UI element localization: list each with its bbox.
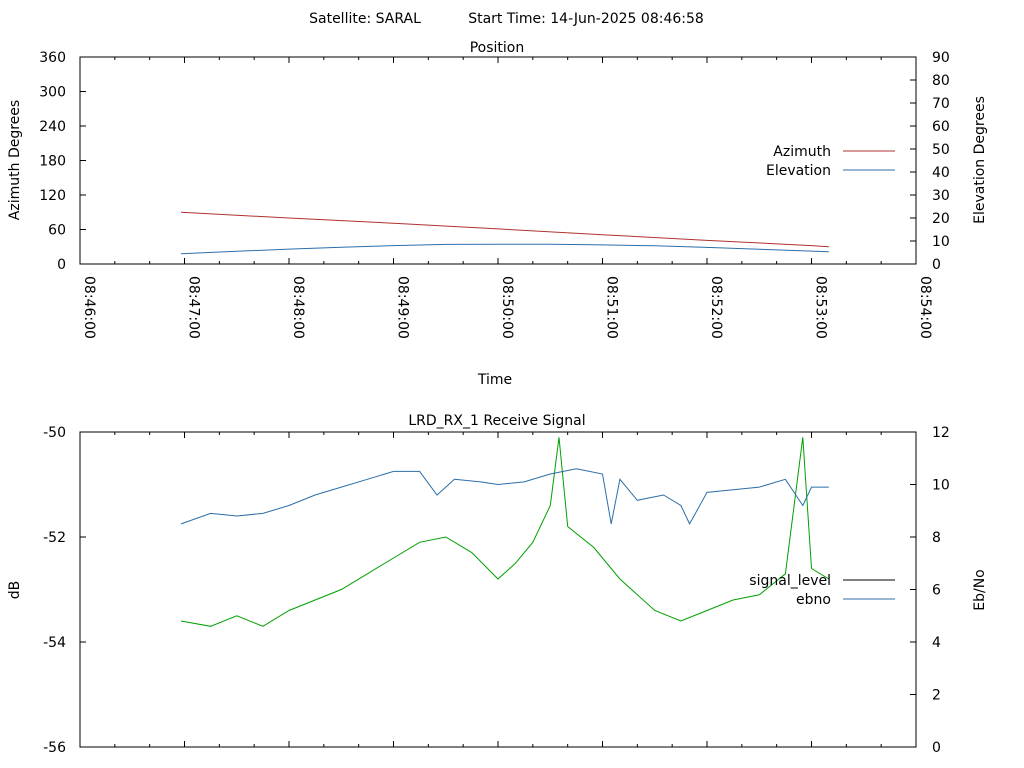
series-layer [180, 211, 829, 255]
y2-tick-label: 0 [932, 740, 941, 756]
y2-tick-label: 2 [932, 688, 941, 704]
receive-signal-chart: LRD_RX_1 Receive Signal -56 -54 -52 -50 0 2 4 6… [7, 413, 988, 756]
series-layer [180, 437, 830, 627]
y2-axis-label: Elevation Degrees [972, 96, 988, 224]
y-tick-label: 120 [39, 188, 66, 204]
y2-tick-label: 60 [932, 119, 950, 135]
series-line-azimuth [180, 211, 829, 248]
y-tick-label: 240 [39, 119, 66, 135]
satellite-label: Satellite: SARAL [309, 11, 421, 27]
series-line-ebno [180, 468, 829, 525]
legend: Azimuth Elevation [766, 144, 895, 179]
y2-tick-label: 0 [932, 257, 941, 273]
y2-tick-label: 50 [932, 142, 950, 158]
x-axis-label: Time [477, 372, 512, 388]
x-tick-label: 08:47:00 [186, 276, 202, 339]
x-tick-label: 08:51:00 [604, 276, 620, 339]
legend-label: Elevation [766, 163, 831, 179]
y2-tick-label: 6 [932, 583, 941, 599]
y-tick-label: 60 [48, 223, 66, 239]
y-tick-label: 0 [57, 257, 66, 273]
y2-tick-label: 12 [932, 425, 950, 441]
y2-tick-label: 70 [932, 96, 950, 112]
x-tick-label: 08:52:00 [708, 276, 724, 339]
series-line-signal-level [180, 437, 830, 627]
y-tick-label: -54 [43, 635, 66, 651]
plot-frame [79, 56, 917, 265]
y2-tick-label: 10 [932, 478, 950, 494]
chart-title: Position [470, 40, 525, 56]
y2-tick-label: 90 [932, 50, 950, 66]
y-axis-label: Azimuth Degrees [7, 100, 23, 220]
y-tick-label: 300 [39, 85, 66, 101]
y2-tick-label: 40 [932, 165, 950, 181]
y2-tick-label: 10 [932, 234, 950, 250]
y2-tick-label: 30 [932, 188, 950, 204]
x-tick-label: 08:48:00 [290, 276, 306, 339]
y2-tick-label: 8 [932, 530, 941, 546]
y-tick-label: -52 [43, 530, 66, 546]
axes: 08:46:00 08:47:00 08:48:00 08:49:00 08:50:00… [39, 50, 950, 339]
legend-label: Azimuth [773, 144, 831, 160]
series-line-elevation [180, 243, 829, 255]
y2-axis-label: Eb/No [972, 569, 988, 611]
y-tick-label: -50 [43, 425, 66, 441]
start-time-label: Start Time: 14-Jun-2025 08:46:58 [468, 11, 704, 27]
y-axis-label: dB [7, 581, 23, 600]
position-chart: Position 08:46:00 08:47:00 08:48:00 08:49:0… [7, 40, 988, 388]
y-tick-label: 180 [39, 154, 66, 170]
y-tick-label: 360 [39, 50, 66, 66]
legend-label: ebno [796, 592, 831, 608]
legend-label: signal_level [749, 573, 831, 589]
chart-title: LRD_RX_1 Receive Signal [408, 413, 585, 429]
y2-tick-label: 4 [932, 635, 941, 651]
x-tick-label: 08:46:00 [81, 276, 97, 339]
plot-frame [79, 431, 917, 748]
y-tick-label: -56 [43, 740, 66, 756]
x-tick-label: 08:53:00 [813, 276, 829, 339]
y2-tick-label: 20 [932, 211, 950, 227]
x-tick-label: 08:49:00 [395, 276, 411, 339]
axes: -56 -54 -52 -50 0 2 4 6 8 10 12 [43, 425, 950, 756]
x-tick-label: 08:54:00 [917, 276, 933, 339]
y2-tick-label: 80 [932, 73, 950, 89]
x-tick-label: 08:50:00 [499, 276, 515, 339]
